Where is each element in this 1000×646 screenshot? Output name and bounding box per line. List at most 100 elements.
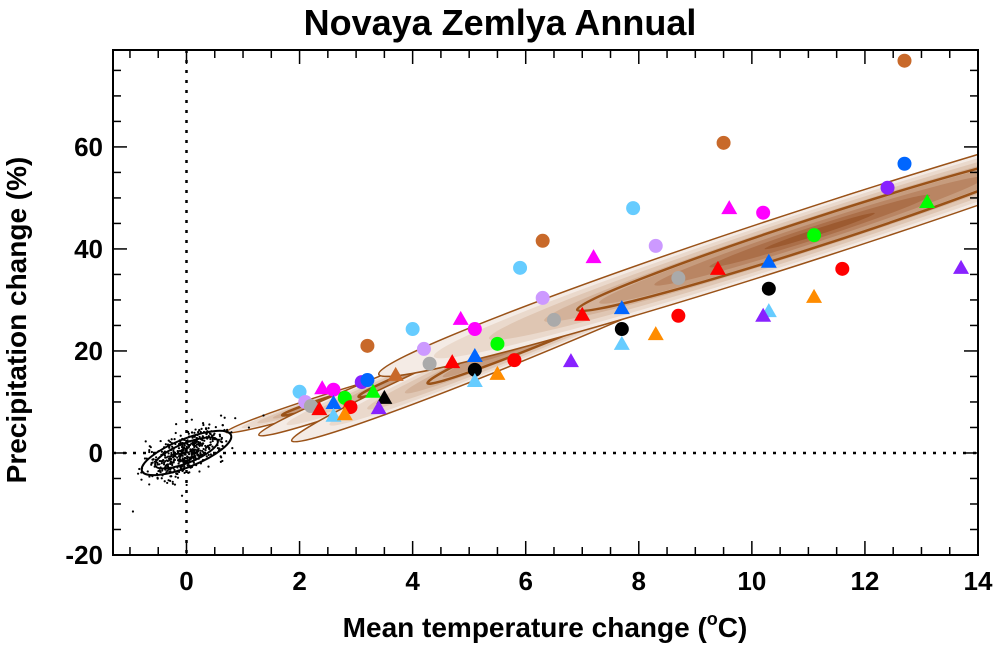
control-point — [209, 453, 213, 456]
control-point — [193, 431, 196, 434]
degree-symbol: o — [707, 609, 718, 629]
control-point — [193, 445, 196, 449]
control-point — [204, 427, 208, 430]
control-point — [169, 440, 172, 444]
control-point — [226, 428, 229, 431]
control-point — [198, 435, 201, 438]
control-point — [138, 467, 141, 471]
x-tick-label: 8 — [632, 566, 646, 596]
control-point — [159, 470, 162, 474]
control-point — [161, 460, 164, 463]
control-point — [148, 445, 151, 448]
data-point-circle — [292, 384, 307, 399]
contour-line — [575, 149, 978, 313]
x-tick-label: 2 — [292, 566, 306, 596]
data-point-triangle — [721, 200, 738, 215]
control-point — [156, 461, 159, 464]
control-point — [189, 443, 192, 447]
control-point — [209, 441, 212, 444]
control-point — [177, 459, 180, 462]
control-point — [156, 476, 159, 479]
control-point — [175, 472, 178, 475]
control-point — [158, 469, 161, 472]
control-point — [225, 440, 228, 443]
control-point — [144, 440, 147, 443]
data-point-circle — [614, 322, 629, 337]
control-point — [160, 477, 163, 480]
control-point — [221, 424, 224, 427]
data-point-circle — [513, 260, 528, 275]
control-point — [178, 456, 181, 460]
control-point — [180, 494, 184, 497]
control-point — [181, 444, 184, 447]
data-point-circle — [507, 353, 522, 368]
control-point — [205, 455, 208, 458]
control-point — [201, 442, 205, 445]
data-point-circle — [761, 281, 776, 296]
y-tick-label: 40 — [74, 234, 103, 264]
control-point — [164, 443, 167, 446]
control-point — [194, 448, 197, 451]
control-point — [218, 433, 221, 436]
control-point — [148, 450, 151, 454]
y-tick-label: 0 — [89, 438, 103, 468]
data-point-triangle — [370, 400, 387, 415]
data-point-triangle — [466, 348, 483, 363]
data-point-triangle — [760, 253, 777, 268]
control-point — [160, 462, 163, 465]
control-point — [204, 446, 208, 449]
data-point-triangle — [466, 373, 483, 388]
control-point — [190, 431, 194, 434]
data-point-circle — [422, 356, 437, 371]
x-tick-labels: 0 2 4 6 8 10 12 14 — [179, 566, 993, 596]
data-point-triangle — [444, 354, 461, 369]
density-region-4 — [377, 84, 978, 378]
control-point — [172, 461, 175, 464]
control-point — [194, 428, 197, 431]
data-point-triangle — [376, 389, 393, 404]
control-point — [196, 430, 200, 434]
x-axis-label: Mean temperature change (oC) — [343, 609, 748, 643]
control-contour — [140, 429, 233, 477]
data-point-triangle — [613, 300, 630, 315]
x-tick-label: 4 — [405, 566, 420, 596]
control-point — [179, 458, 182, 462]
control-point — [183, 446, 186, 449]
control-point — [190, 455, 194, 458]
control-point — [173, 438, 176, 441]
data-point-circle — [671, 308, 686, 323]
data-point-triangle — [647, 326, 664, 341]
data-point-triangle — [755, 307, 772, 322]
control-point — [186, 447, 189, 450]
control-point — [186, 457, 189, 460]
control-point — [148, 449, 151, 452]
data-point-circle — [835, 261, 850, 276]
control-point — [178, 452, 182, 456]
control-point — [171, 463, 174, 467]
control-point — [158, 463, 161, 466]
data-point-triangle — [562, 353, 579, 368]
control-point — [177, 462, 180, 465]
control-point — [207, 465, 210, 468]
control-point — [181, 448, 184, 451]
control-point — [179, 434, 182, 437]
data-point-circle — [897, 53, 912, 68]
data-point-circle — [416, 341, 431, 356]
control-point — [164, 464, 167, 467]
data-point-circle — [535, 233, 550, 248]
control-point — [219, 414, 223, 417]
control-point — [223, 416, 226, 419]
control-point — [231, 447, 234, 450]
control-point — [199, 451, 202, 455]
control-point — [186, 464, 189, 467]
control-point — [169, 462, 172, 465]
control-point — [178, 449, 182, 452]
data-point-triangle — [919, 194, 936, 209]
control-point — [174, 475, 177, 478]
control-point — [183, 471, 186, 474]
control-point — [247, 426, 251, 429]
data-point-circle — [756, 205, 771, 220]
control-point — [219, 440, 222, 443]
control-point — [200, 427, 203, 430]
